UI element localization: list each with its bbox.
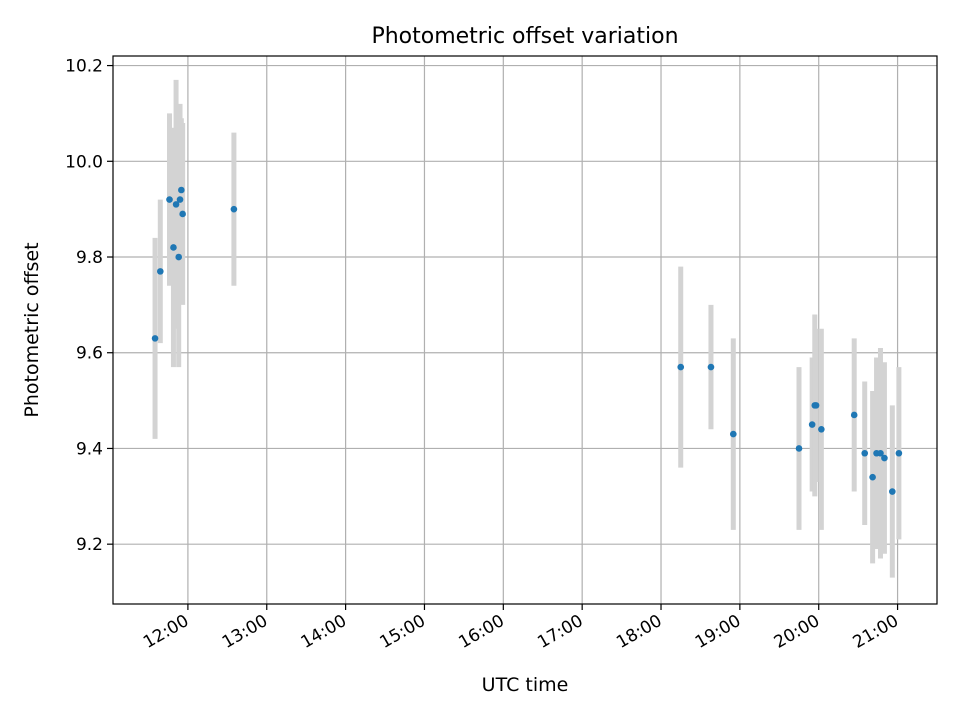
data-point <box>707 363 715 371</box>
chart-title: Photometric offset variation <box>371 24 678 49</box>
data-point <box>861 449 869 457</box>
y-tick-label: 9.2 <box>76 535 103 555</box>
data-point <box>808 421 816 428</box>
data-point <box>157 268 164 275</box>
data-point <box>176 196 184 203</box>
data-point <box>179 210 186 218</box>
data-point <box>881 454 888 462</box>
x-axis-label: UTC time <box>482 674 569 696</box>
y-tick-label: 10.0 <box>65 152 103 172</box>
data-point <box>172 201 180 208</box>
y-tick-label: 10.2 <box>65 57 103 77</box>
y-axis-label: Photometric offset <box>21 242 43 417</box>
data-point <box>170 244 177 251</box>
data-points <box>151 186 903 495</box>
data-point <box>175 253 183 261</box>
grid <box>113 56 937 604</box>
data-point <box>889 488 896 495</box>
y-tick-label: 9.4 <box>76 439 103 459</box>
data-point <box>151 335 159 342</box>
data-point <box>795 445 803 452</box>
y-tick-label: 9.6 <box>76 344 103 364</box>
data-point <box>877 449 884 457</box>
data-point <box>178 186 185 194</box>
data-point <box>869 473 876 481</box>
y-axis-ticks: 9.2 9.4 9.6 9.8 10.0 10.2 <box>65 57 113 555</box>
data-point <box>729 430 737 438</box>
data-point <box>812 402 820 409</box>
data-point <box>818 426 825 433</box>
plot-frame <box>112 55 938 605</box>
data-point <box>166 196 173 203</box>
data-point <box>677 363 685 371</box>
data-point <box>230 205 238 213</box>
y-tick-label: 9.8 <box>76 248 103 268</box>
data-point <box>850 411 858 419</box>
data-point <box>895 449 903 457</box>
